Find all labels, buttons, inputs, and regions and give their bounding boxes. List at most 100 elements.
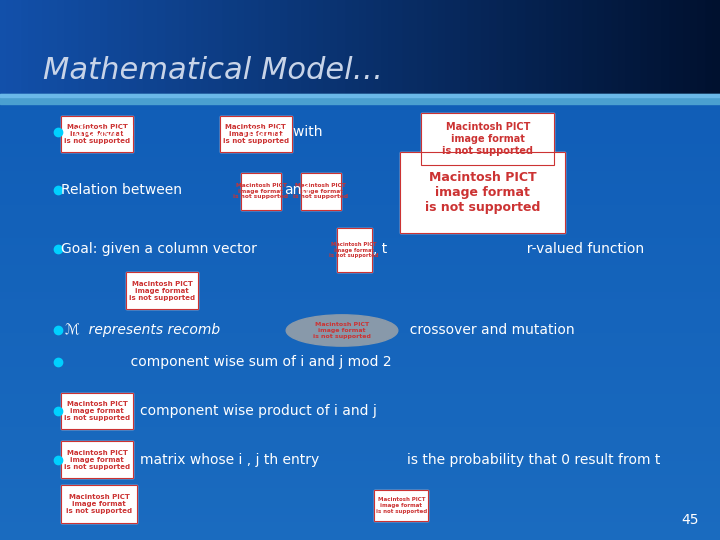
Text: Macintosh PICT
image format
is not supported: Macintosh PICT image format is not suppo… <box>442 123 534 156</box>
Bar <box>400 152 565 233</box>
Bar <box>0 392 720 399</box>
Bar <box>583 0 590 94</box>
Bar <box>0 284 720 291</box>
Bar <box>0 230 720 237</box>
Bar <box>241 173 281 210</box>
Bar <box>526 0 533 94</box>
Bar <box>115 0 122 94</box>
Text: r-valued function: r-valued function <box>448 242 644 256</box>
Text: component wise product of i and j: component wise product of i and j <box>140 404 377 418</box>
Bar <box>0 317 720 324</box>
Bar <box>101 0 108 94</box>
Bar <box>0 115 720 122</box>
Bar <box>0 378 720 384</box>
Bar <box>612 0 619 94</box>
Bar <box>0 519 720 526</box>
Bar <box>61 393 133 429</box>
Text: Macintosh PICT
image format
is not supported: Macintosh PICT image format is not suppo… <box>376 497 427 514</box>
Text: Macintosh PICT
image format
is not supported: Macintosh PICT image format is not suppo… <box>64 124 130 144</box>
Bar <box>0 202 720 209</box>
Bar <box>0 81 720 87</box>
Text: Macintosh PICT
image format
is not supported: Macintosh PICT image format is not suppo… <box>330 242 379 258</box>
Text: and: and <box>284 183 310 197</box>
Bar <box>540 0 547 94</box>
Bar <box>0 364 720 372</box>
Bar <box>61 116 133 152</box>
Bar <box>0 27 720 33</box>
Bar <box>554 0 562 94</box>
Bar <box>0 74 720 81</box>
Text: Macintosh PICT
image format
is not supported: Macintosh PICT image format is not suppo… <box>313 322 371 339</box>
Bar <box>0 534 720 540</box>
Text: Mathematical Model…: Mathematical Model… <box>43 56 383 85</box>
Bar <box>0 270 720 276</box>
Bar <box>223 0 230 94</box>
Bar <box>245 0 252 94</box>
Bar <box>0 426 720 432</box>
Bar <box>58 0 65 94</box>
Bar <box>0 168 720 176</box>
Bar <box>0 338 720 345</box>
Bar <box>569 0 576 94</box>
Bar <box>619 0 626 94</box>
Bar <box>374 490 428 521</box>
Bar <box>317 0 324 94</box>
Bar <box>418 0 425 94</box>
Bar <box>22 0 29 94</box>
Bar <box>0 94 720 102</box>
Bar <box>180 0 187 94</box>
Bar <box>281 0 288 94</box>
Bar <box>0 256 720 263</box>
Text: Macintosh PICT
image format
is not supported: Macintosh PICT image format is not suppo… <box>425 171 540 214</box>
Text: 45: 45 <box>681 512 698 526</box>
Bar <box>0 156 720 162</box>
Bar <box>374 490 428 521</box>
Bar <box>0 465 720 472</box>
Bar <box>126 272 198 309</box>
Bar <box>446 0 454 94</box>
Bar <box>0 87 720 94</box>
Bar <box>576 0 583 94</box>
Bar <box>122 0 130 94</box>
Bar <box>241 173 281 210</box>
Bar <box>0 249 720 256</box>
Bar <box>324 0 331 94</box>
Text: crossover and mutation: crossover and mutation <box>402 323 575 338</box>
Text: Macintosh PICT
image format
is not supported: Macintosh PICT image format is not suppo… <box>129 280 195 301</box>
Bar <box>43 0 50 94</box>
Bar <box>0 330 720 338</box>
Bar <box>0 276 720 284</box>
Bar <box>61 485 137 523</box>
Bar <box>0 243 720 249</box>
Bar <box>367 0 374 94</box>
Bar <box>0 486 720 492</box>
Bar <box>331 0 338 94</box>
Bar <box>396 0 403 94</box>
Text: ℳ  represents recomb: ℳ represents recomb <box>65 323 220 338</box>
Bar <box>259 0 266 94</box>
Bar <box>310 0 317 94</box>
Bar <box>72 0 79 94</box>
Bar <box>50 0 58 94</box>
Bar <box>0 453 720 459</box>
Bar <box>0 446 720 453</box>
Bar <box>0 480 720 486</box>
Bar <box>86 0 94 94</box>
Bar <box>94 0 101 94</box>
Text: Macintosh PICT
image format
is not supported: Macintosh PICT image format is not suppo… <box>64 449 130 470</box>
Bar <box>0 472 720 480</box>
Bar <box>0 60 720 68</box>
Bar <box>337 228 372 272</box>
Bar <box>389 0 396 94</box>
Bar <box>36 0 43 94</box>
Bar <box>0 291 720 297</box>
Bar <box>0 222 720 230</box>
Bar <box>79 0 86 94</box>
Bar <box>61 116 133 152</box>
Bar <box>288 0 295 94</box>
Bar <box>166 0 173 94</box>
Bar <box>0 303 720 310</box>
Text: Relation between: Relation between <box>61 183 182 197</box>
Bar <box>374 0 382 94</box>
Text: Goal: given a column vector: Goal: given a column vector <box>61 242 257 256</box>
